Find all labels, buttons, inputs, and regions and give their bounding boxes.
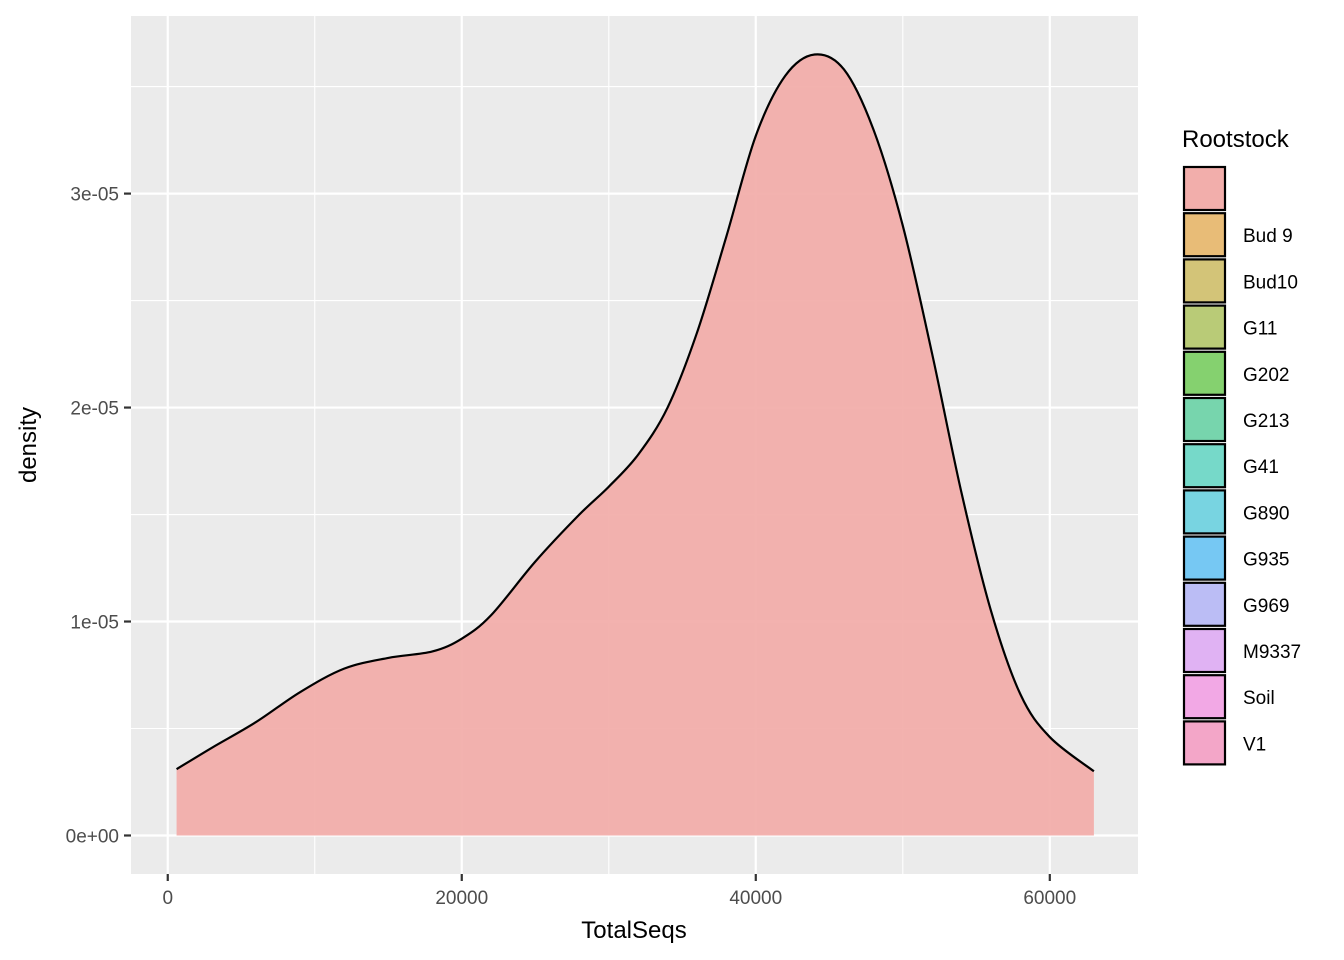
legend-label: V1 (1243, 734, 1266, 755)
density-area-0 (176, 54, 1094, 836)
y-tick-label: 3e-05 (70, 185, 119, 206)
legend-label: Soil (1243, 688, 1275, 709)
legend-key (1182, 212, 1227, 258)
legend-label: G202 (1243, 365, 1289, 386)
x-tick-label: 0 (162, 888, 173, 909)
legend-key (1182, 674, 1227, 720)
legend-key (1182, 535, 1227, 581)
legend-key (1182, 720, 1227, 766)
legend-key (1182, 627, 1227, 674)
x-tick-label: 60000 (1023, 888, 1076, 909)
legend-key (1182, 581, 1227, 627)
axis-ticks (124, 192, 1051, 881)
legend-label: G890 (1243, 503, 1289, 524)
legend-label: Bud10 (1243, 272, 1298, 293)
legend-label: G213 (1243, 411, 1289, 432)
x-tick-labels: 0 20000 40000 60000 (162, 888, 1076, 909)
y-tick-label: 1e-05 (70, 613, 119, 634)
density-curve-0 (175, 53, 1095, 773)
series-layer (175, 53, 1095, 836)
y-tick-label: 0e+00 (66, 826, 119, 847)
y-axis-title: density (15, 407, 42, 483)
legend: Bud 9 Bud10 G11 G202 G213 G41 G890 G935 G969 M933… (1182, 165, 1301, 766)
legend-key (1182, 396, 1227, 443)
legend-label: M9337 (1243, 642, 1301, 663)
legend-key (1182, 350, 1227, 396)
legend-label: G11 (1243, 319, 1278, 340)
y-tick-labels: 0e+00 1e-05 2e-05 3e-05 (66, 185, 119, 848)
legend-key (1182, 165, 1227, 212)
y-tick-label: 2e-05 (70, 399, 119, 420)
legend-label: G41 (1243, 457, 1279, 478)
legend-key (1182, 489, 1227, 535)
legend-label: G935 (1243, 550, 1289, 571)
legend-title: Rootstock (1182, 126, 1290, 153)
legend-key (1182, 443, 1227, 489)
legend-label: Bud 9 (1243, 226, 1293, 247)
x-tick-label: 20000 (435, 888, 488, 909)
legend-label: G969 (1243, 596, 1289, 617)
x-tick-label: 40000 (729, 888, 782, 909)
legend-key (1182, 304, 1227, 350)
x-axis-title: TotalSeqs (581, 917, 686, 944)
legend-key (1182, 258, 1227, 304)
